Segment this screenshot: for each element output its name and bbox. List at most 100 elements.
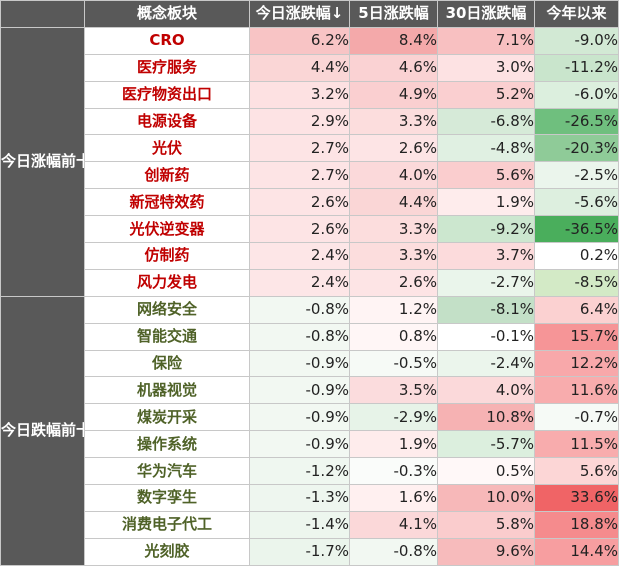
cell-5day-change: -0.8%	[349, 537, 438, 566]
sector-name[interactable]: 华为汽车	[84, 457, 250, 486]
table-row[interactable]: 风力发电 2.4% 2.6% -2.7% -8.5%	[1, 268, 619, 297]
cell-ytd-change: 33.6%	[534, 484, 619, 512]
table-row[interactable]: 今日涨幅前十 CRO 6.2% 8.4% 7.1% -9.0%	[0, 26, 619, 297]
cell-30day-change: -2.4%	[437, 349, 535, 378]
sector-name[interactable]: 机器视觉	[84, 376, 250, 405]
cell-today-change: 2.7%	[249, 134, 350, 163]
cell-today-change: 2.6%	[249, 215, 350, 244]
sector-name[interactable]: 操作系统	[84, 430, 250, 459]
cell-5day-change: 4.9%	[349, 80, 438, 109]
cell-ytd-change: -20.3%	[534, 134, 619, 163]
sector-name[interactable]: 光刻胶	[84, 537, 250, 566]
cell-ytd-change: 12.2%	[534, 349, 619, 378]
cell-ytd-change: -9.0%	[534, 26, 619, 55]
header-5day-change[interactable]: 5日涨跌幅	[349, 0, 438, 28]
cell-30day-change: -4.8%	[437, 134, 535, 163]
cell-30day-change: 5.6%	[437, 161, 535, 190]
cell-today-change: -0.8%	[249, 322, 350, 351]
cell-30day-change: -0.1%	[437, 322, 535, 351]
cell-ytd-change: 15.7%	[534, 322, 619, 351]
cell-30day-change: -8.1%	[437, 295, 535, 324]
cell-30day-change: -6.8%	[437, 107, 535, 136]
cell-ytd-change: -5.6%	[534, 188, 619, 217]
sector-name[interactable]: 数字孪生	[84, 484, 250, 512]
sector-name[interactable]: 电源设备	[84, 107, 250, 136]
cell-today-change: -1.7%	[249, 537, 350, 566]
table-row[interactable]: 消费电子代工 -1.4% 4.1% 5.8% 18.8%	[1, 510, 619, 539]
group-label-up: 今日涨幅前十	[0, 26, 85, 297]
table-row[interactable]: 新冠特效药 2.6% 4.4% 1.9% -5.6%	[1, 188, 619, 217]
sector-name[interactable]: 创新药	[84, 161, 250, 190]
cell-5day-change: 0.8%	[349, 322, 438, 351]
table-row[interactable]: 仿制药 2.4% 3.3% 3.7% 0.2%	[1, 242, 619, 270]
cell-5day-change: -2.9%	[349, 403, 438, 432]
cell-today-change: -0.9%	[249, 376, 350, 405]
table-row[interactable]: 电源设备 2.9% 3.3% -6.8% -26.5%	[1, 107, 619, 136]
cell-5day-change: -0.3%	[349, 457, 438, 486]
cell-30day-change: 10.0%	[437, 484, 535, 512]
cell-5day-change: 4.6%	[349, 53, 438, 82]
table-body: 今日涨幅前十 CRO 6.2% 8.4% 7.1% -9.0% 医疗服务 4.4% 4.6% 3.…	[0, 26, 619, 566]
cell-5day-change: -0.5%	[349, 349, 438, 378]
sector-name[interactable]: 医疗物资出口	[84, 80, 250, 109]
cell-30day-change: 7.1%	[437, 26, 535, 55]
cell-30day-change: 4.0%	[437, 376, 535, 405]
cell-today-change: -1.4%	[249, 510, 350, 539]
sector-name[interactable]: 光伏	[84, 134, 250, 163]
cell-ytd-change: 11.6%	[534, 376, 619, 405]
cell-today-change: -0.9%	[249, 430, 350, 459]
table-row[interactable]: 煤炭开采 -0.9% -2.9% 10.8% -0.7%	[1, 403, 619, 432]
table-row[interactable]: 机器视觉 -0.9% 3.5% 4.0% 11.6%	[1, 376, 619, 405]
cell-ytd-change: -8.5%	[534, 268, 619, 297]
cell-ytd-change: -36.5%	[534, 215, 619, 244]
table-row[interactable]: 保险 -0.9% -0.5% -2.4% 12.2%	[1, 349, 619, 378]
table-row[interactable]: 医疗物资出口 3.2% 4.9% 5.2% -6.0%	[1, 80, 619, 109]
sector-name[interactable]: 光伏逆变器	[84, 215, 250, 244]
sector-name[interactable]: 煤炭开采	[84, 403, 250, 432]
cell-ytd-change: -0.7%	[534, 403, 619, 432]
table-row[interactable]: 智能交通 -0.8% 0.8% -0.1% 15.7%	[1, 322, 619, 351]
header-30day-change[interactable]: 30日涨跌幅	[437, 0, 535, 28]
cell-ytd-change: -11.2%	[534, 53, 619, 82]
sector-name[interactable]: CRO	[84, 26, 250, 55]
cell-5day-change: 4.1%	[349, 510, 438, 539]
sector-name[interactable]: 保险	[84, 349, 250, 378]
sector-name[interactable]: 消费电子代工	[84, 510, 250, 539]
group-label-down: 今日跌幅前十	[0, 295, 85, 566]
table-row[interactable]: 操作系统 -0.9% 1.9% -5.7% 11.5%	[1, 430, 619, 459]
cell-5day-change: 2.6%	[349, 134, 438, 163]
cell-today-change: -0.9%	[249, 403, 350, 432]
header-ytd-change[interactable]: 今年以来	[534, 0, 619, 28]
cell-5day-change: 4.4%	[349, 188, 438, 217]
cell-30day-change: 5.8%	[437, 510, 535, 539]
table-row[interactable]: 医疗服务 4.4% 4.6% 3.0% -11.2%	[1, 53, 619, 82]
header-today-change[interactable]: 今日涨跌幅↓	[249, 0, 350, 28]
cell-ytd-change: -6.0%	[534, 80, 619, 109]
cell-today-change: -0.8%	[249, 295, 350, 324]
cell-today-change: -1.2%	[249, 457, 350, 486]
cell-ytd-change: 0.2%	[534, 242, 619, 270]
sector-name[interactable]: 风力发电	[84, 268, 250, 297]
header-sector[interactable]: 概念板块	[84, 0, 250, 28]
cell-today-change: 2.4%	[249, 242, 350, 270]
table-row[interactable]: 数字孪生 -1.3% 1.6% 10.0% 33.6%	[1, 484, 619, 512]
sector-name[interactable]: 网络安全	[84, 295, 250, 324]
sector-name[interactable]: 仿制药	[84, 242, 250, 270]
table-row[interactable]: 华为汽车 -1.2% -0.3% 0.5% 5.6%	[1, 457, 619, 486]
sector-name[interactable]: 新冠特效药	[84, 188, 250, 217]
cell-today-change: 2.9%	[249, 107, 350, 136]
sector-name[interactable]: 医疗服务	[84, 53, 250, 82]
cell-5day-change: 3.3%	[349, 215, 438, 244]
cell-30day-change: 10.8%	[437, 403, 535, 432]
sector-name[interactable]: 智能交通	[84, 322, 250, 351]
header-row: 概念板块 今日涨跌幅↓ 5日涨跌幅 30日涨跌幅 今年以来	[0, 0, 619, 28]
table-row[interactable]: 创新药 2.7% 4.0% 5.6% -2.5%	[1, 161, 619, 190]
table-row[interactable]: 今日跌幅前十 网络安全 -0.8% 1.2% -8.1% 6.4%	[0, 295, 619, 566]
cell-today-change: 4.4%	[249, 53, 350, 82]
cell-30day-change: 3.7%	[437, 242, 535, 270]
table-row[interactable]: 光刻胶 -1.7% -0.8% 9.6% 14.4%	[1, 537, 619, 566]
cell-30day-change: 3.0%	[437, 53, 535, 82]
table-row[interactable]: 光伏逆变器 2.6% 3.3% -9.2% -36.5%	[1, 215, 619, 244]
table-row[interactable]: 光伏 2.7% 2.6% -4.8% -20.3%	[1, 134, 619, 163]
